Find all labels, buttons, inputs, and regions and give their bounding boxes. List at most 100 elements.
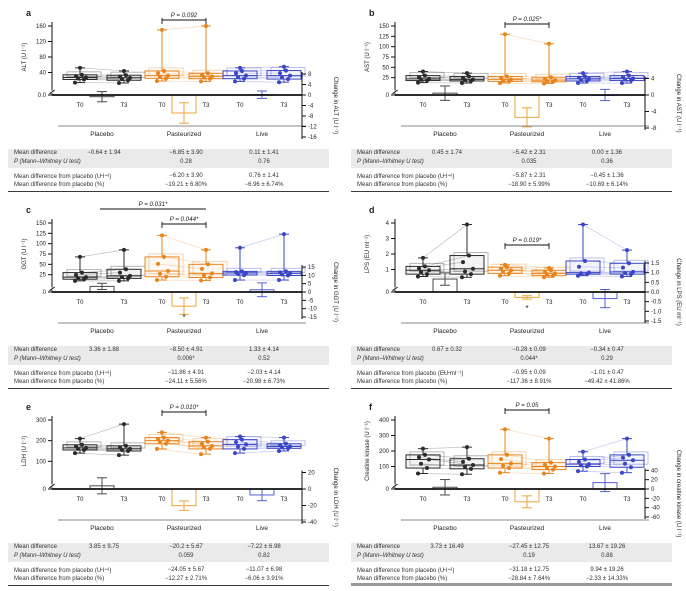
table-cell-live: −11.07 ± 6.98 <box>245 567 283 573</box>
right-axis-title: Change in LDH (U l⁻¹) <box>332 468 338 527</box>
data-point <box>210 443 214 448</box>
data-point <box>158 271 162 276</box>
table-row-label: Mean difference <box>357 544 400 550</box>
table-row-label: Mean difference <box>14 150 57 156</box>
data-point <box>118 74 122 79</box>
data-point <box>547 265 551 270</box>
table-cell-placebo: 3.73 ± 16.49 <box>430 544 464 550</box>
change-bar-placebo <box>89 282 115 293</box>
panel-a: Placebo T0 T3 Pasteurized T0 T3 Live T0 T3 160 120… <box>0 0 343 197</box>
points-placebo-t3 <box>117 422 132 458</box>
data-point <box>166 438 170 443</box>
points-live-t0 <box>233 434 248 456</box>
data-point <box>234 440 238 445</box>
paired-line <box>504 33 550 45</box>
table-cell-placebo: 3.36 ± 1.88 <box>89 347 119 353</box>
pvalue-bracket <box>161 410 207 416</box>
points-live-t3 <box>277 64 292 85</box>
axis-break-mark <box>49 89 55 95</box>
panel-c: Placebo T0 T3 Pasteurized T0 T3 Live T0 T3 150 125… <box>0 197 343 394</box>
y-axis-title: AST (U l⁻¹) <box>365 42 371 72</box>
data-point <box>160 430 164 435</box>
data-point <box>117 80 121 85</box>
table-row-label: Mean difference <box>357 347 400 353</box>
left-axis <box>391 219 396 293</box>
pvalue-bracket <box>504 22 550 28</box>
data-point <box>278 270 282 275</box>
change-bar-live <box>249 488 275 502</box>
data-point <box>581 222 585 227</box>
points-live-t0 <box>576 449 591 474</box>
data-point <box>421 69 425 74</box>
points-live-t0 <box>576 71 591 86</box>
pvalue-label: P = 0.05 <box>516 402 540 409</box>
table-cell-pasteurized: 0.28 <box>180 159 192 165</box>
box-ghost <box>613 72 649 79</box>
data-point <box>498 273 502 278</box>
right-tick-label: 10 <box>308 273 315 279</box>
table-row-label: Mean difference <box>14 347 57 353</box>
data-point <box>416 80 420 85</box>
boxplot-placebo-t3 <box>449 224 489 278</box>
data-point <box>498 81 502 86</box>
left-tick-label: 40 <box>39 71 46 77</box>
panel-d: Placebo T0 T3 Pasteurized T0 T3 Live T0 T3 4 3 2 1 0 L… <box>343 197 686 394</box>
box-ghost <box>270 440 306 446</box>
right-tick-label: 0 <box>308 93 312 99</box>
data-point <box>627 261 631 266</box>
paired-line <box>79 249 125 258</box>
paired-line <box>510 463 556 467</box>
data-point <box>204 24 208 28</box>
right-axis-title: Change in AST (U l⁻¹) <box>675 74 681 132</box>
data-point <box>542 471 546 476</box>
table-cell-live: 1.33 ± 4.14 <box>249 347 279 353</box>
box-rect <box>144 70 180 79</box>
change-bar-pasteurized <box>171 488 197 511</box>
data-point <box>631 269 635 274</box>
panel-a-stats-table: Mean difference −0.64 ± 1.94 −6.85 ± 3.90 0… <box>8 148 329 194</box>
group-label-placebo: Placebo <box>90 525 114 532</box>
left-tick-label: 50 <box>39 262 46 268</box>
paired-line <box>424 255 470 267</box>
data-point <box>277 80 281 85</box>
data-point <box>277 278 281 283</box>
points-pasteurized-t3 <box>542 41 557 86</box>
table-row-label: Mean difference from placebo (U l⁻¹) <box>14 174 112 180</box>
left-tick-label: 100 <box>379 45 390 51</box>
right-tick-label: 20 <box>651 478 658 484</box>
points-pasteurized-t0 <box>498 262 513 278</box>
table-cell-live: 0.76 ± 1.41 <box>249 173 279 179</box>
change-bar-placebo <box>89 477 115 495</box>
box-rect <box>405 75 441 82</box>
data-point <box>122 68 126 73</box>
data-point <box>621 455 625 460</box>
box-ghost <box>491 451 527 466</box>
data-point <box>128 273 132 278</box>
right-tick-label: 20 <box>308 471 315 477</box>
data-point <box>240 68 244 73</box>
data-point <box>73 80 77 85</box>
data-point <box>542 81 546 86</box>
timepoint-label: T3 <box>120 103 128 109</box>
data-point <box>84 275 88 280</box>
data-point <box>461 459 465 464</box>
paired-line <box>422 446 468 450</box>
table-band <box>351 346 672 365</box>
box-rect <box>222 70 258 80</box>
change-bar-live <box>249 282 275 298</box>
data-point <box>155 446 159 451</box>
table-cell-live: −0.34 ± 0.47 <box>590 347 624 353</box>
paired-line <box>422 224 468 259</box>
points-placebo-t3 <box>117 68 132 85</box>
data-point <box>234 270 238 275</box>
data-point <box>507 466 511 471</box>
left-tick-label: 50 <box>382 65 389 71</box>
data-point <box>587 76 591 81</box>
paired-line <box>578 457 624 463</box>
points-live-t3 <box>277 435 292 453</box>
right-tick-label: 0.5 <box>651 280 660 286</box>
table-band <box>351 543 672 562</box>
left-tick-label: 150 <box>379 24 390 30</box>
timepoint-label: T0 <box>419 497 427 503</box>
data-point <box>118 445 122 450</box>
